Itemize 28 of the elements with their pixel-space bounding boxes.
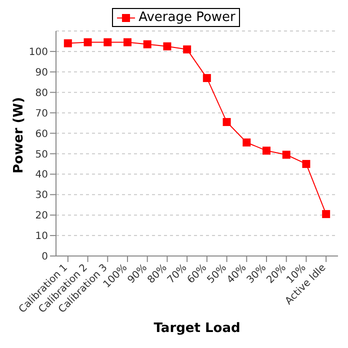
y-tick-label: 80	[35, 88, 48, 99]
y-tick-label: 10	[35, 231, 48, 242]
y-tick-label: 40	[35, 170, 48, 181]
point	[183, 45, 192, 54]
point	[222, 118, 231, 126]
y-tick-label: 20	[35, 210, 48, 222]
point	[322, 210, 330, 218]
point	[104, 38, 112, 46]
y-tick-label: 60	[35, 128, 48, 140]
point	[163, 42, 172, 50]
x-axis-title: Target Load	[154, 321, 240, 336]
y-tick-label: 30	[35, 190, 48, 202]
y-axis-title: Power (W)	[12, 97, 27, 174]
y-tick-label: 90	[35, 67, 48, 78]
point	[143, 40, 152, 48]
point	[123, 38, 132, 46]
point	[84, 38, 92, 46]
point	[202, 74, 211, 82]
y-tick-label: 0	[42, 252, 48, 263]
point	[64, 39, 72, 48]
y-tick-label: 50	[35, 149, 48, 160]
y-tick-label: 100	[28, 47, 48, 58]
y-tick-label: 70	[35, 108, 48, 120]
legend-label: Average Power	[138, 10, 236, 25]
point	[302, 160, 310, 168]
point	[282, 150, 290, 159]
point	[242, 138, 251, 146]
point	[262, 146, 271, 155]
